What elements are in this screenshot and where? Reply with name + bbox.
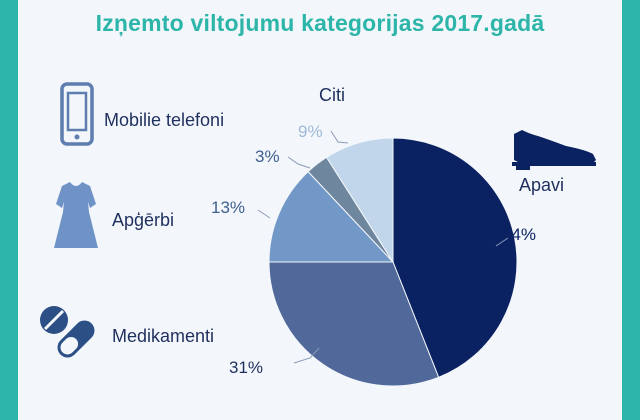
pct-label-mobilie: 3% [255,147,280,166]
phone-icon [60,82,94,146]
pct-label-citi: 9% [298,122,323,141]
pills-icon [40,306,95,358]
leader-line-apavi [495,237,509,247]
pie-slice-5 [325,137,394,264]
leader-line-mobilie [287,156,311,169]
pct-label-apavi: 44% [502,225,536,244]
leader-line-apgerbi [257,209,271,219]
legend-label-citi: Citi [319,85,345,105]
dress-icon [54,182,98,248]
pie-slices [268,137,518,387]
leader-line-medikamenti [293,347,320,364]
leader-lines [257,130,509,364]
pie-slice-2 [268,261,440,387]
leader-line-citi [330,130,349,144]
pie-chart: 44% 31% 13% 3% 9% Mobilie telefoni Apģēr… [40,82,596,387]
chart-title: Izņemto viltojumu kategorijas 2017.gadā [95,10,545,36]
legend-label-apgerbi: Apģērbi [112,210,174,230]
pct-label-apgerbi: 13% [211,198,245,217]
legend-label-medikamenti: Medikamenti [112,326,214,346]
pie-slice-1 [392,137,518,378]
pct-label-medikamenti: 31% [229,358,263,377]
legend-label-mobilie: Mobilie telefoni [104,110,224,130]
shoe-icon [512,130,596,170]
pie-slice-3 [268,170,395,263]
chart-card: Izņemto viltojumu kategorijas 2017.gadā … [18,0,622,420]
legend-label-apavi: Apavi [519,175,564,195]
